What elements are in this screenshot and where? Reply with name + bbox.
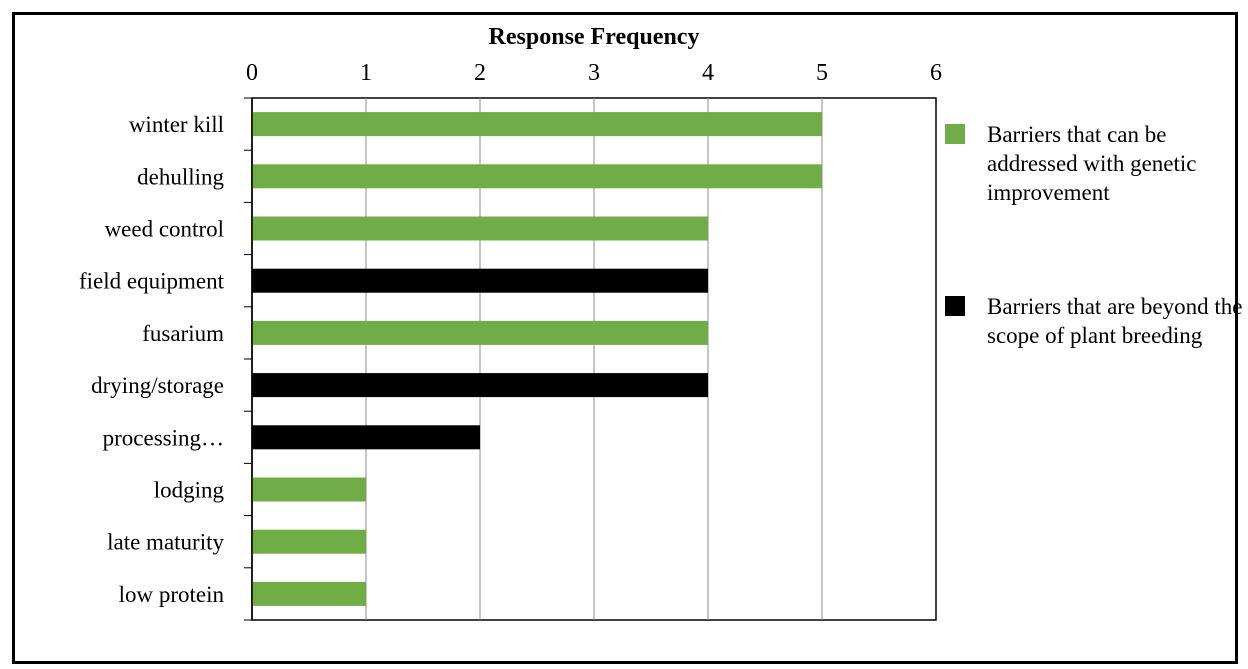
bar: [252, 529, 366, 554]
axis-title: Response Frequency: [489, 24, 700, 50]
legend-label-genetic: Barriers that can be addressed with gene…: [987, 122, 1197, 205]
axis-ticks: 0 1 2 3 4 5 6 winter kill dehulling weed control f…: [79, 60, 942, 621]
bar: [252, 164, 822, 189]
y-tick-label: fusarium: [142, 321, 224, 346]
x-tick-label: 2: [474, 60, 486, 86]
y-tick-label: weed control: [105, 217, 224, 242]
y-tick-label: low protein: [119, 582, 225, 607]
x-tick-label: 6: [930, 60, 942, 86]
bar: [252, 373, 708, 398]
x-tick-label: 0: [246, 60, 258, 86]
legend-swatch-beyond: [945, 296, 965, 316]
y-tick-label: winter kill: [129, 112, 224, 137]
legend-swatch-genetic: [945, 124, 965, 144]
bars: [252, 112, 822, 606]
y-tick-label: dehulling: [137, 164, 224, 189]
y-tick-label: processing…: [103, 425, 224, 450]
x-tick-label: 4: [702, 60, 714, 86]
bar: [252, 268, 708, 293]
y-tick-label: late maturity: [107, 530, 224, 555]
x-tick-label: 3: [588, 60, 600, 86]
y-tick-label: lodging: [154, 478, 225, 503]
bar: [252, 425, 480, 450]
bar: [252, 216, 708, 241]
legend-label-beyond: Barriers that are beyond the scope of pl…: [987, 294, 1243, 348]
x-tick-label: 5: [816, 60, 828, 86]
bar: [252, 477, 366, 502]
x-tick-label: 1: [360, 60, 372, 86]
y-tick-label: drying/storage: [91, 373, 224, 398]
bar: [252, 581, 366, 606]
bar: [252, 320, 708, 345]
bar: [252, 112, 822, 137]
y-tick-label: field equipment: [79, 269, 225, 294]
